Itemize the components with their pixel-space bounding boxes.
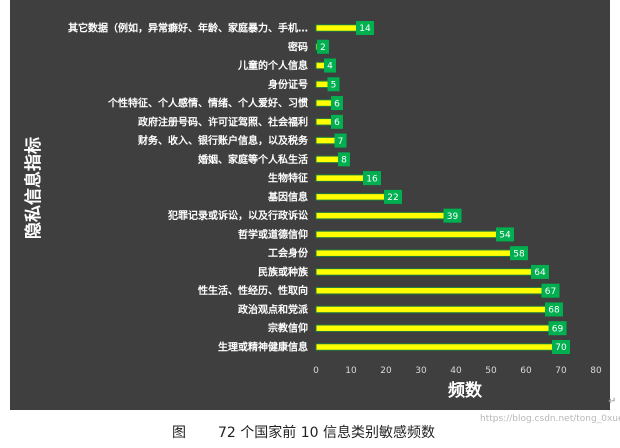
category-label: 工会身份 <box>268 247 309 260</box>
data-label-box <box>531 264 549 279</box>
bar <box>315 324 558 332</box>
data-label-box <box>331 96 343 111</box>
data-label: 14 <box>359 24 371 34</box>
bar <box>315 305 555 314</box>
data-label-box <box>363 171 381 186</box>
bar <box>315 268 541 276</box>
data-label-box <box>548 321 567 336</box>
data-label: 7 <box>338 137 344 147</box>
x-tick-label: 10 <box>345 366 357 376</box>
x-tick-label: 50 <box>485 366 497 376</box>
data-label-box <box>317 39 329 54</box>
watermark: https://blog.csdn.net/tong_0xue <box>480 414 620 424</box>
data-label: 6 <box>334 118 340 128</box>
data-label: 58 <box>513 249 525 259</box>
data-label-box <box>324 58 336 73</box>
x-tick-label: 30 <box>415 366 427 376</box>
x-axis-title: 频数 <box>448 380 483 401</box>
data-label: 67 <box>545 287 556 297</box>
data-label-box <box>545 302 563 317</box>
data-label: 5 <box>331 80 337 90</box>
data-label-box <box>331 114 343 129</box>
category-label: 身份证号 <box>268 78 308 91</box>
category-label: 政治观点和党派 <box>238 303 309 316</box>
bar <box>315 343 562 351</box>
data-label: 39 <box>447 212 459 222</box>
data-label: 64 <box>534 268 546 278</box>
x-tick-label: 70 <box>555 366 567 376</box>
data-label: 68 <box>548 306 560 316</box>
return-mark: ↵ <box>608 396 617 407</box>
category-label: 财务、收入、银行账户信息，以及税务 <box>137 134 309 147</box>
data-label-box <box>552 340 570 354</box>
category-label: 其它数据（例如，异常癖好、年龄、家庭暴力、手机… <box>68 22 308 35</box>
category-label: 生物特征 <box>268 172 308 185</box>
bar <box>315 193 394 201</box>
data-label: 70 <box>555 343 567 353</box>
category-label: 基因信息 <box>267 190 308 203</box>
caption-text: 72 个国家前 10 信息类别敏感频数 <box>218 425 435 441</box>
category-label: 个性特征、个人感情、情绪、个人爱好、习惯 <box>107 97 308 110</box>
data-label: 4 <box>327 62 333 72</box>
x-tick-label: 0 <box>313 366 319 376</box>
category-label: 宗教信仰 <box>268 322 308 335</box>
category-label: 政府注册号码、许可证驾照、社会福利 <box>138 115 308 128</box>
bar <box>315 286 551 295</box>
category-label: 生理或精神健康信息 <box>218 341 308 354</box>
data-label-box <box>541 283 560 298</box>
data-label: 6 <box>334 99 340 109</box>
category-label: 儿童的个人信息 <box>237 59 308 72</box>
chart-panel: 其它数据（例如，异常癖好、年龄、家庭暴力、手机… 14 密码 2 儿童的个人信息 4 身份证… <box>10 0 610 410</box>
data-label: 2 <box>320 43 326 53</box>
data-label-box <box>327 77 340 92</box>
data-label: 16 <box>366 174 378 184</box>
y-axis-title: 隐私信息指标 <box>23 137 44 239</box>
caption-figure-label: 图 <box>172 425 186 441</box>
category-label: 哲学或道德信仰 <box>238 228 308 241</box>
x-tick-label: 60 <box>520 366 532 376</box>
data-label: 69 <box>552 324 564 334</box>
data-label-box <box>338 152 350 167</box>
category-label: 婚姻、家庭等个人私生活 <box>198 153 308 166</box>
figure-caption: 图 72 个国家前 10 信息类别敏感频数 <box>0 420 620 444</box>
data-label-box <box>510 246 528 261</box>
category-label: 民族或种族 <box>258 265 309 278</box>
data-label: 8 <box>341 156 347 166</box>
bar <box>315 249 520 257</box>
bar <box>315 211 453 220</box>
data-label: 54 <box>499 231 511 241</box>
data-label-box <box>443 208 462 223</box>
category-label: 密码 <box>288 40 308 53</box>
bar <box>315 230 506 239</box>
x-tick-label: 40 <box>450 366 462 376</box>
x-tick-label: 80 <box>590 366 602 376</box>
category-label: 性生活、性经历、性取向 <box>197 284 308 297</box>
data-label-box <box>334 133 347 148</box>
data-label-box <box>384 189 402 204</box>
x-tick-label: 20 <box>380 366 392 376</box>
data-label-box <box>356 21 374 35</box>
bar-chart: 其它数据（例如，异常癖好、年龄、家庭暴力、手机… 14 密码 2 儿童的个人信息 4 身份证… <box>23 21 602 401</box>
data-label-box <box>496 227 514 242</box>
category-label: 犯罪记录或诉讼，以及行政诉讼 <box>167 209 308 222</box>
data-label: 22 <box>387 193 398 203</box>
